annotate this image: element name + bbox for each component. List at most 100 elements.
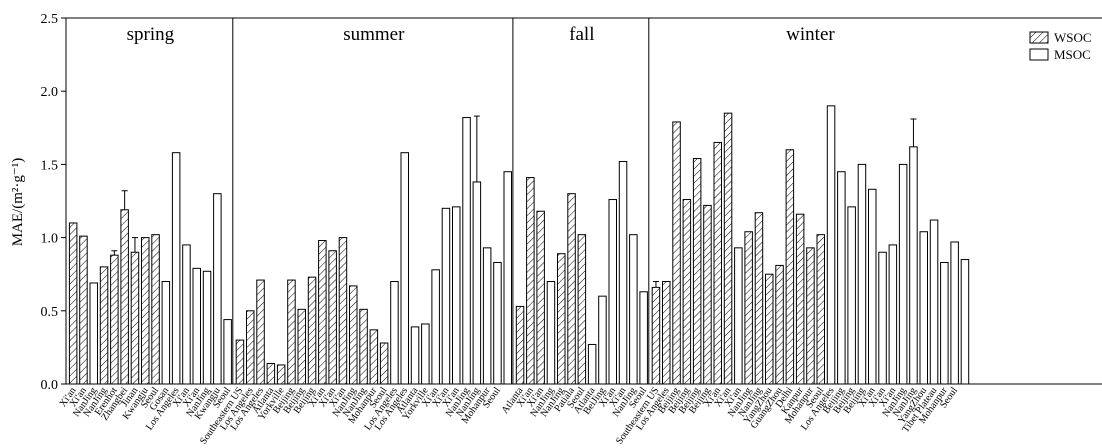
bar-spring-8 [151,234,160,385]
bar-winter-12 [775,264,784,385]
bar-summer-20 [441,207,451,385]
legend-label-msoc: MSOC [1054,47,1091,62]
legend-swatch-msoc [1029,48,1049,61]
bar-summer-16 [400,152,409,385]
bar-winter-3 [682,199,692,385]
bar-winter-1 [662,281,671,385]
bar-winter-8 [734,247,743,385]
bar-summer-8 [318,240,327,385]
bar-winter-13 [785,149,795,385]
bar-fall-5 [567,193,576,385]
bar-spring-2 [89,282,98,385]
bar-winter-10 [754,212,764,385]
season-label-winter: winter [786,24,835,45]
bar-spring-0 [68,222,78,385]
bar-summer-11 [349,285,358,385]
bar-summer-6 [297,308,306,385]
bar-spring-1 [79,235,88,385]
bar-winter-25 [909,146,918,385]
legend: WSOC MSOC [1029,30,1092,62]
legend-swatch-wsoc [1029,31,1049,44]
bar-summer-3 [266,363,276,385]
bar-fall-6 [577,234,587,385]
bar-winter-7 [723,112,733,385]
y-tick-label: 1.0 [41,232,59,247]
bar-winter-9 [744,231,753,385]
bar-summer-24 [482,247,492,385]
bar-winter-29 [950,241,959,385]
bar-summer-17 [410,326,420,385]
bar-spring-7 [141,237,150,385]
bar-fall-0 [515,305,525,385]
bar-winter-18 [837,171,846,385]
bar-winter-21 [868,188,877,385]
bar-winter-6 [713,141,722,385]
bar-summer-18 [421,323,430,385]
bar-winter-15 [806,247,815,385]
bar-summer-14 [379,342,389,385]
bar-winter-28 [940,261,949,385]
bar-winter-27 [929,219,939,385]
bar-fall-9 [608,199,617,385]
bar-summer-9 [328,250,337,385]
bar-winter-11 [765,273,774,385]
bar-summer-5 [287,279,296,385]
y-tick-label: 2.5 [41,12,59,27]
season-label-spring: spring [127,24,175,45]
bar-winter-23 [888,244,898,385]
bar-winter-26 [919,231,928,385]
bar-fall-7 [587,343,597,385]
bar-summer-25 [493,261,502,385]
bar-spring-11 [182,244,191,385]
bar-fall-1 [526,177,535,385]
bar-winter-14 [795,213,805,385]
bar-summer-4 [276,364,286,385]
bar-spring-9 [161,281,171,385]
bar-summer-23 [472,181,482,385]
bar-fall-12 [639,291,648,385]
bar-summer-12 [359,308,368,385]
bar-spring-12 [192,267,201,385]
legend-label-wsoc: WSOC [1054,30,1092,45]
y-tick-label: 0.0 [41,378,59,393]
bar-summer-15 [390,281,399,385]
y-axis-label: MAE/(m²·g⁻¹) [10,158,26,247]
plot-area: 0.00.51.01.52.02.5Xi'anXi'anNanJingNanJi… [41,12,1102,447]
bar-winter-17 [826,105,836,385]
y-tick-label: 0.5 [41,305,59,320]
bar-summer-0 [235,339,245,385]
bar-winter-5 [703,204,712,385]
bar-fall-2 [536,210,545,385]
bar-spring-3 [99,266,109,385]
bar-spring-10 [171,152,181,385]
bar-fall-3 [546,281,556,385]
bar-winter-16 [816,234,825,385]
bar-winter-2 [672,121,681,385]
bar-fall-11 [629,234,638,385]
bar-summer-10 [338,237,348,385]
bar-spring-13 [202,270,212,385]
bar-summer-7 [307,276,317,385]
y-tick-label: 2.0 [41,85,59,100]
bar-fall-4 [557,253,566,385]
bar-winter-24 [898,163,908,385]
bar-summer-26 [503,171,512,385]
season-label-fall: fall [569,24,594,45]
bar-winter-30 [960,259,970,385]
bar-summer-13 [369,329,379,385]
bar-winter-19 [847,206,856,385]
bar-winter-4 [692,158,702,385]
season-label-summer: summer [343,24,405,45]
y-tick-label: 1.5 [41,158,59,173]
bar-fall-8 [598,295,607,385]
bar-spring-5 [120,209,129,385]
bar-summer-19 [431,269,440,385]
bar-fall-10 [618,160,628,385]
bar-winter-20 [857,163,867,385]
bar-spring-6 [130,251,140,385]
bar-spring-14 [213,193,222,385]
bar-summer-2 [256,279,265,385]
bar-summer-21 [452,206,461,385]
bar-winter-0 [651,286,661,385]
